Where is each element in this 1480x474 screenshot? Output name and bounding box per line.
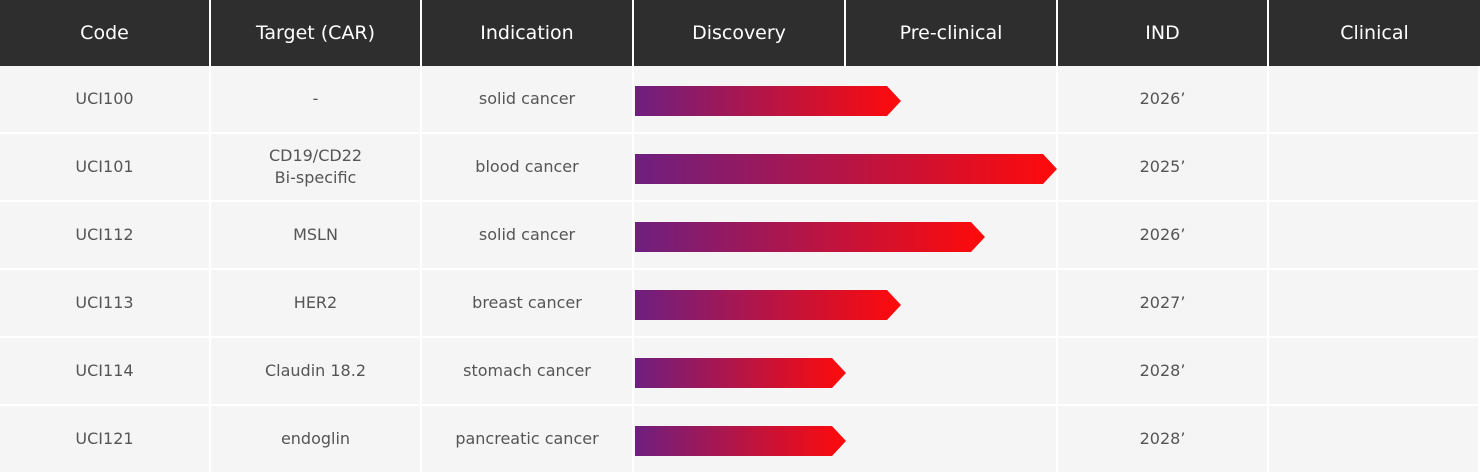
row-ind-year: 2028’ [1058, 338, 1269, 404]
progress-arrow-shape [635, 222, 985, 252]
row-target-line1: MSLN [293, 225, 338, 244]
row-target-line1: - [312, 89, 319, 108]
progress-arrow [635, 358, 846, 388]
header-preclinical: Pre-clinical [846, 0, 1058, 66]
row-clinical [1269, 338, 1480, 404]
progress-arrow-shape [635, 86, 901, 116]
header-target: Target (CAR) [211, 0, 422, 66]
row-code: UCI121 [0, 406, 211, 472]
table-row: UCI113 HER2 breast cancer 2027’ [0, 270, 1480, 338]
progress-arrow [635, 86, 901, 116]
row-target-line1: Claudin 18.2 [264, 361, 366, 380]
row-indication: stomach cancer [422, 338, 634, 404]
header-code: Code [0, 0, 211, 66]
row-stage-area [634, 66, 1058, 132]
row-ind-year: 2028’ [1058, 406, 1269, 472]
row-target-line2: Bi-specific [274, 168, 357, 187]
progress-arrow-shape [635, 290, 901, 320]
table-row: UCI101 CD19/CD22 Bi-specific blood cance… [0, 134, 1480, 202]
row-ind-year: 2027’ [1058, 270, 1269, 336]
progress-arrow [635, 426, 846, 456]
row-clinical [1269, 270, 1480, 336]
row-target: Claudin 18.2 [211, 338, 422, 404]
row-stage-area [634, 134, 1058, 200]
row-target: - [211, 66, 422, 132]
row-target-line1: endoglin [280, 429, 351, 448]
progress-arrow-shape [635, 426, 846, 456]
progress-arrow [635, 222, 985, 252]
row-ind-year: 2026’ [1058, 66, 1269, 132]
row-indication: blood cancer [422, 134, 634, 200]
row-code: UCI113 [0, 270, 211, 336]
row-indication: breast cancer [422, 270, 634, 336]
row-clinical [1269, 66, 1480, 132]
row-indication: pancreatic cancer [422, 406, 634, 472]
progress-arrow-shape [635, 154, 1057, 184]
row-code: UCI114 [0, 338, 211, 404]
progress-arrow-shape [635, 358, 846, 388]
row-stage-area [634, 202, 1058, 268]
table-row: UCI114 Claudin 18.2 stomach cancer 2028’ [0, 338, 1480, 406]
header-ind: IND [1058, 0, 1269, 66]
row-stage-area [634, 270, 1058, 336]
header-clinical: Clinical [1269, 0, 1480, 66]
row-target: MSLN [211, 202, 422, 268]
table-row: UCI112 MSLN solid cancer 2026’ [0, 202, 1480, 270]
row-ind-year: 2025’ [1058, 134, 1269, 200]
row-code: UCI101 [0, 134, 211, 200]
progress-arrow [635, 154, 1057, 184]
table-header: Code Target (CAR) Indication Discovery P… [0, 0, 1480, 66]
progress-arrow [635, 290, 901, 320]
row-stage-area [634, 338, 1058, 404]
table-row: UCI121 endoglin pancreatic cancer 2028’ [0, 406, 1480, 472]
header-indication: Indication [422, 0, 634, 66]
row-target: CD19/CD22 Bi-specific [211, 134, 422, 200]
table-body: UCI100 - solid cancer 2026’ UCI101 CD19/… [0, 66, 1480, 472]
row-indication: solid cancer [422, 202, 634, 268]
header-discovery: Discovery [634, 0, 846, 66]
row-code: UCI100 [0, 66, 211, 132]
row-stage-area [634, 406, 1058, 472]
row-clinical [1269, 202, 1480, 268]
row-target: HER2 [211, 270, 422, 336]
row-indication: solid cancer [422, 66, 634, 132]
row-clinical [1269, 406, 1480, 472]
row-target-line1: HER2 [293, 293, 338, 312]
table-row: UCI100 - solid cancer 2026’ [0, 66, 1480, 134]
row-code: UCI112 [0, 202, 211, 268]
row-target-line1: CD19/CD22 [268, 146, 363, 165]
row-target: endoglin [211, 406, 422, 472]
row-ind-year: 2026’ [1058, 202, 1269, 268]
row-clinical [1269, 134, 1480, 200]
